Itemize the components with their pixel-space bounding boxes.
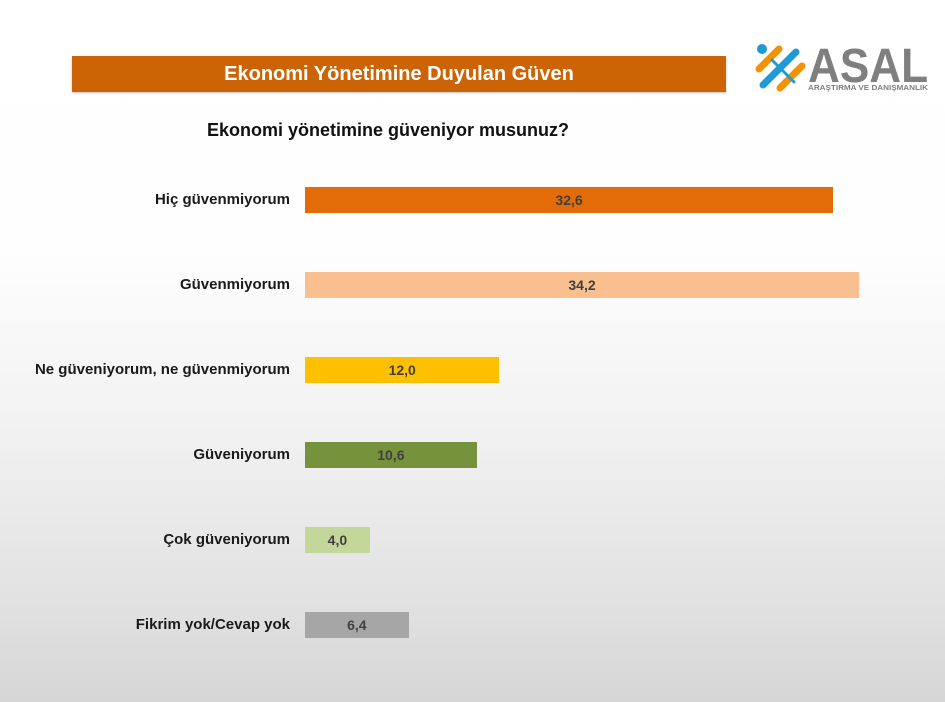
- data-label: 10,6: [377, 447, 405, 463]
- bar: [305, 187, 834, 213]
- data-label: 6,4: [347, 617, 367, 633]
- bar: [305, 442, 477, 468]
- data-label: 4,0: [327, 532, 348, 548]
- category-label: Hiç güvenmiyorum: [154, 191, 290, 208]
- logo-tagline: ARAŞTIRMA VE DANIŞMANLIK: [808, 85, 928, 92]
- bar: [305, 612, 409, 638]
- bar: [305, 272, 860, 298]
- category-label: Güvenmiyorum: [179, 276, 290, 293]
- data-label: 34,2: [568, 277, 596, 293]
- bar: [305, 527, 370, 553]
- asal-logo: ASAL ARAŞTIRMA VE DANIŞMANLIK: [755, 40, 928, 93]
- category-label: Ne güveniyorum, ne güvenmiyorum: [34, 361, 290, 378]
- category-label: Güveniyorum: [193, 446, 290, 463]
- logo-wordmark: ASAL: [808, 40, 928, 93]
- category-label: Fikrim yok/Cevap yok: [135, 616, 290, 633]
- data-label: 32,6: [555, 192, 583, 208]
- category-label: Çok güveniyorum: [163, 531, 290, 548]
- chart-title: Ekonomi yönetimine güveniyor musunuz?: [206, 120, 570, 140]
- banner-title: Ekonomi Yönetimine Duyulan Güven: [72, 56, 726, 92]
- bar: [305, 357, 500, 383]
- asal-logo-mark-icon: [755, 44, 806, 92]
- data-label: 12,0: [388, 362, 416, 378]
